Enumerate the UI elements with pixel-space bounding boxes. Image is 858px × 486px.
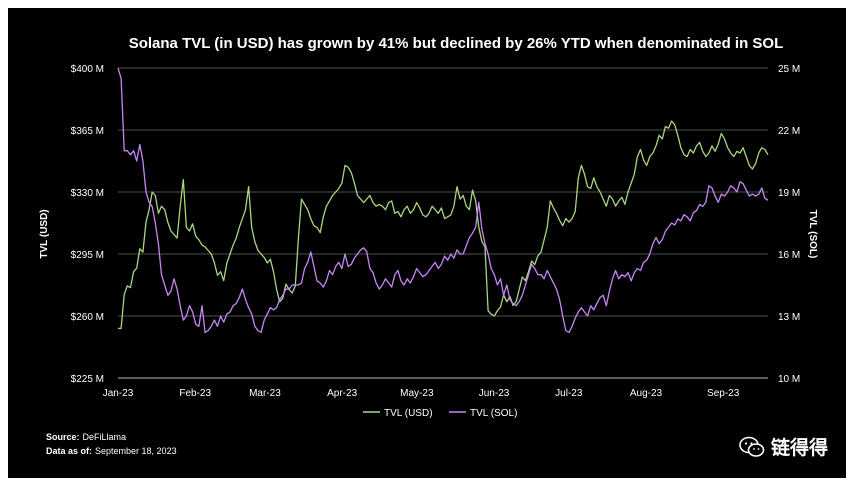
x-tick-label: Mar-23 <box>249 388 281 399</box>
asof-label: Data as of: <box>46 446 92 456</box>
source-value: DeFiLlama <box>83 432 127 442</box>
x-tick-label: Apr-23 <box>327 388 357 399</box>
chart-container: Solana TVL (in USD) has grown by 41% but… <box>8 8 846 478</box>
series-line-sol <box>117 67 769 334</box>
legend-label-sol: TVL (SOL) <box>470 408 517 419</box>
left-tick-label: $225 M <box>71 374 104 385</box>
source-label: Source: <box>46 432 80 442</box>
x-axis-ticks: Jan-23 Feb-23 Mar-23 Apr-23 May-23 Jun-23 Jul-… <box>103 388 740 399</box>
left-axis-ticks: $225 M $260 M $295 M $330 M $365 M $400 M <box>71 64 104 385</box>
watermark: 链得得 <box>739 433 828 460</box>
right-axis-ticks: 10 M 13 M 16 M 19 M 22 M 25 M <box>778 64 800 385</box>
left-tick-label: $400 M <box>71 64 104 75</box>
watermark-text: 链得得 <box>770 437 828 459</box>
right-tick-label: 25 M <box>778 64 800 75</box>
x-tick-label: Aug-23 <box>630 388 663 399</box>
right-tick-label: 10 M <box>778 374 800 385</box>
x-tick-label: Jan-23 <box>103 388 134 399</box>
wechat-icon <box>739 436 765 457</box>
right-tick-label: 22 M <box>778 126 800 137</box>
left-tick-label: $295 M <box>71 250 104 261</box>
series-line-usd <box>118 120 769 330</box>
chart-title: Solana TVL (in USD) has grown by 41% but… <box>129 35 784 52</box>
right-tick-label: 19 M <box>778 188 800 199</box>
x-tick-label: May-23 <box>400 388 434 399</box>
source-note: Source: DeFiLlama <box>46 432 126 442</box>
x-tick-label: Jun-23 <box>479 388 510 399</box>
right-tick-label: 13 M <box>778 312 800 323</box>
x-tick-label: Jul-23 <box>555 388 583 399</box>
left-tick-label: $330 M <box>71 188 104 199</box>
chart-svg: Solana TVL (in USD) has grown by 41% but… <box>39 35 818 456</box>
legend: TVL (USD) TVL (SOL) <box>363 408 517 419</box>
grid-lines <box>118 67 768 379</box>
x-tick-label: Feb-23 <box>179 388 211 399</box>
right-tick-label: 16 M <box>778 250 800 261</box>
series-lines <box>117 67 769 334</box>
legend-label-usd: TVL (USD) <box>384 408 433 419</box>
right-axis-title: TVL (SOL) <box>807 210 818 259</box>
left-axis-title: TVL (USD) <box>39 209 50 258</box>
asof-note: Data as of: September 18, 2023 <box>46 446 177 456</box>
x-tick-label: Sep-23 <box>707 388 740 399</box>
left-tick-label: $365 M <box>71 126 104 137</box>
asof-value: September 18, 2023 <box>95 446 177 456</box>
left-tick-label: $260 M <box>71 312 104 323</box>
